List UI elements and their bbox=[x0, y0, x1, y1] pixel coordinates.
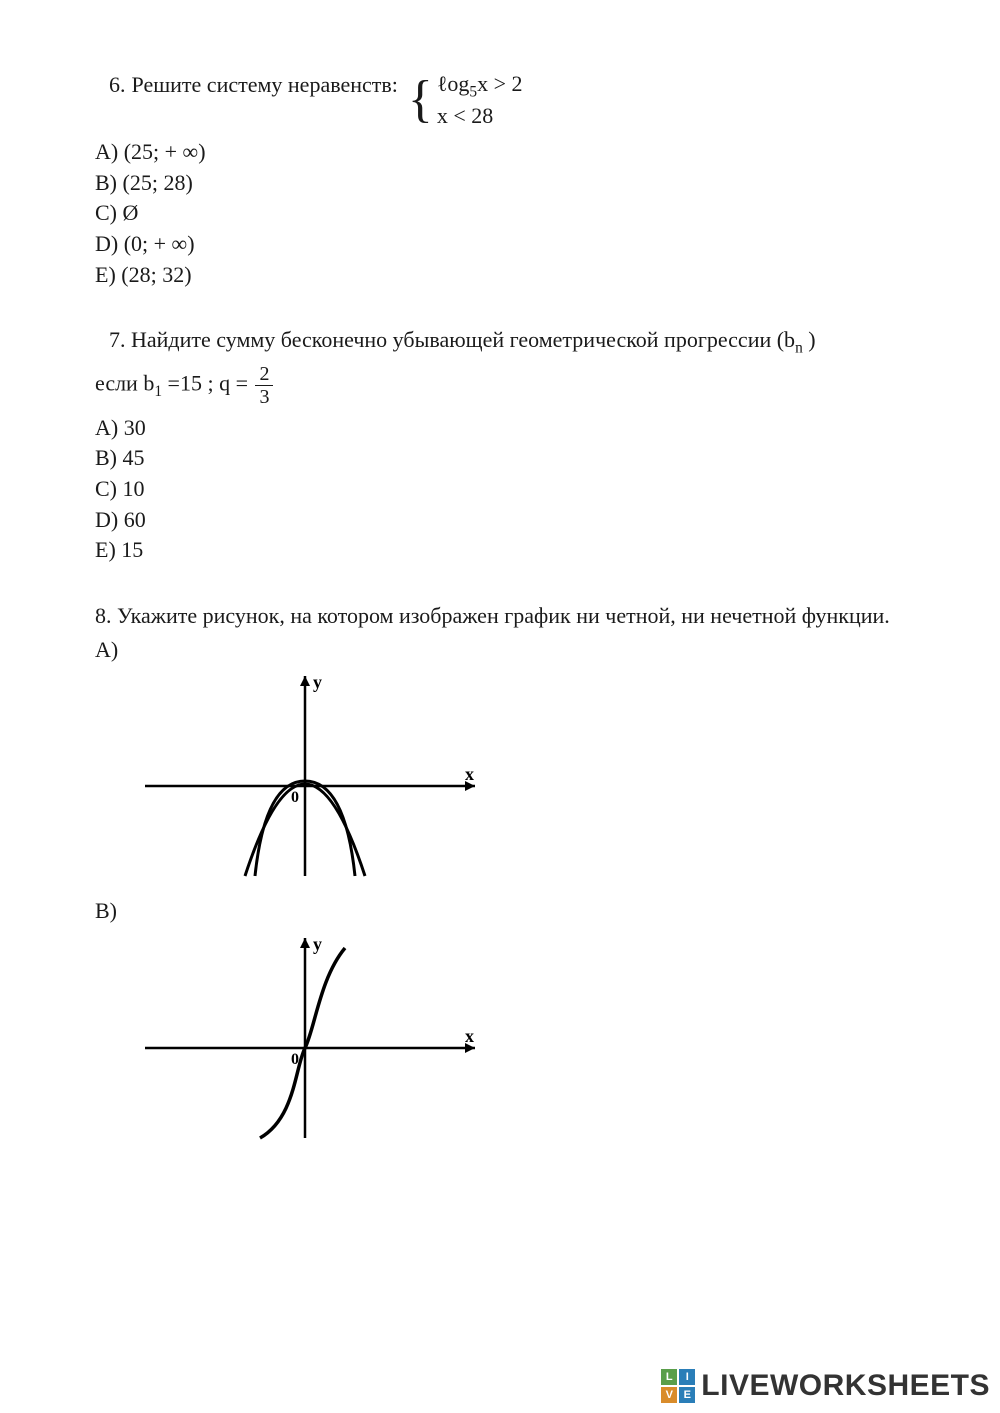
brace-icon: { bbox=[408, 77, 433, 124]
q7-prompt-sub: n bbox=[795, 340, 803, 357]
graph-b-svg: y x 0 bbox=[135, 928, 495, 1148]
q6-prompt: Решите систему неравенств: bbox=[132, 70, 398, 100]
q7-cond-sub: 1 bbox=[154, 383, 162, 400]
y-arrow-icon bbox=[300, 676, 310, 686]
q6-ineq1: x > 2 bbox=[477, 71, 522, 96]
q6-option-e[interactable]: E) (28; 32) bbox=[95, 260, 920, 290]
q8-graph-b: y x 0 bbox=[135, 928, 920, 1148]
q6-option-c[interactable]: C) Ø bbox=[95, 198, 920, 228]
x-label-b: x bbox=[465, 1026, 474, 1046]
q7-cond-pre: если b bbox=[95, 370, 154, 395]
q8-prompt-line: 8. Укажите рисунок, на котором изображен… bbox=[95, 601, 920, 631]
q8-label-b[interactable]: B) bbox=[95, 896, 920, 926]
q6-prompt-line: 6. Решите систему неравенств: { ℓog5x > … bbox=[109, 70, 920, 131]
wm-cell-e: E bbox=[679, 1387, 695, 1403]
q8-number: 8. bbox=[95, 603, 112, 628]
q6-option-b[interactable]: B) (25; 28) bbox=[95, 168, 920, 198]
q7-prompt-line: 7. Найдите сумму бесконечно убывающей ге… bbox=[109, 325, 920, 359]
watermark-text: LIVEWORKSHEETS bbox=[701, 1369, 990, 1403]
y-label: y bbox=[313, 672, 322, 692]
q6-option-d[interactable]: D) (0; + ∞) bbox=[95, 229, 920, 259]
q6-options: A) (25; + ∞) B) (25; 28) C) Ø D) (0; + ∞… bbox=[95, 137, 920, 289]
watermark-logo-icon: L I V E bbox=[661, 1369, 695, 1403]
q7-frac-num: 2 bbox=[255, 364, 273, 386]
q6-system-lines: ℓog5x > 2 x < 28 bbox=[437, 70, 523, 131]
wm-cell-v: V bbox=[661, 1387, 677, 1403]
q7-frac-den: 3 bbox=[259, 386, 269, 407]
q6-log-base: 5 bbox=[469, 83, 477, 100]
q7-fraction: 2 3 bbox=[255, 364, 273, 407]
q8-prompt: Укажите рисунок, на котором изображен гр… bbox=[117, 603, 890, 628]
origin-label: 0 bbox=[291, 789, 299, 806]
q7-options: A) 30 B) 45 C) 10 D) 60 E) 15 bbox=[95, 413, 920, 565]
q8-label-a[interactable]: A) bbox=[95, 635, 920, 665]
q7-option-d[interactable]: D) 60 bbox=[95, 505, 920, 535]
q7-option-e[interactable]: E) 15 bbox=[95, 535, 920, 565]
y-label-b: y bbox=[313, 934, 322, 954]
q7-prompt: Найдите сумму бесконечно убывающей геоме… bbox=[131, 327, 795, 352]
q7-number: 7. bbox=[109, 327, 126, 352]
q8-graph-a: y x 0 bbox=[135, 666, 920, 886]
q6-sys-line2: x < 28 bbox=[437, 102, 523, 131]
q6-option-a[interactable]: A) (25; + ∞) bbox=[95, 137, 920, 167]
q6-system: { ℓog5x > 2 x < 28 bbox=[408, 70, 523, 131]
origin-label-b: 0 bbox=[291, 1051, 299, 1068]
x-label: x bbox=[465, 764, 474, 784]
q6-sys-line1: ℓog5x > 2 bbox=[437, 70, 523, 102]
question-8: 8. Укажите рисунок, на котором изображен… bbox=[95, 601, 920, 1148]
question-7: 7. Найдите сумму бесконечно убывающей ге… bbox=[95, 325, 920, 565]
y-arrow-b-icon bbox=[300, 938, 310, 948]
q7-option-c[interactable]: C) 10 bbox=[95, 474, 920, 504]
q7-prompt-close: ) bbox=[803, 327, 816, 352]
wm-cell-l: L bbox=[661, 1369, 677, 1385]
curve-b bbox=[260, 948, 345, 1138]
worksheet-page: 6. Решите систему неравенств: { ℓog5x > … bbox=[0, 0, 1000, 1148]
q7-option-a[interactable]: A) 30 bbox=[95, 413, 920, 443]
q6-number: 6. bbox=[109, 70, 126, 100]
graph-a-svg: y x 0 bbox=[135, 666, 495, 886]
question-6: 6. Решите систему неравенств: { ℓog5x > … bbox=[95, 70, 920, 289]
wm-cell-i: I bbox=[679, 1369, 695, 1385]
q7-condition: если b1 =15 ; q = 2 3 bbox=[95, 364, 920, 407]
watermark: L I V E LIVEWORKSHEETS bbox=[661, 1369, 990, 1403]
q7-cond-mid: =15 ; q = bbox=[162, 370, 248, 395]
q6-log: ℓog bbox=[437, 71, 470, 96]
q7-option-b[interactable]: B) 45 bbox=[95, 443, 920, 473]
